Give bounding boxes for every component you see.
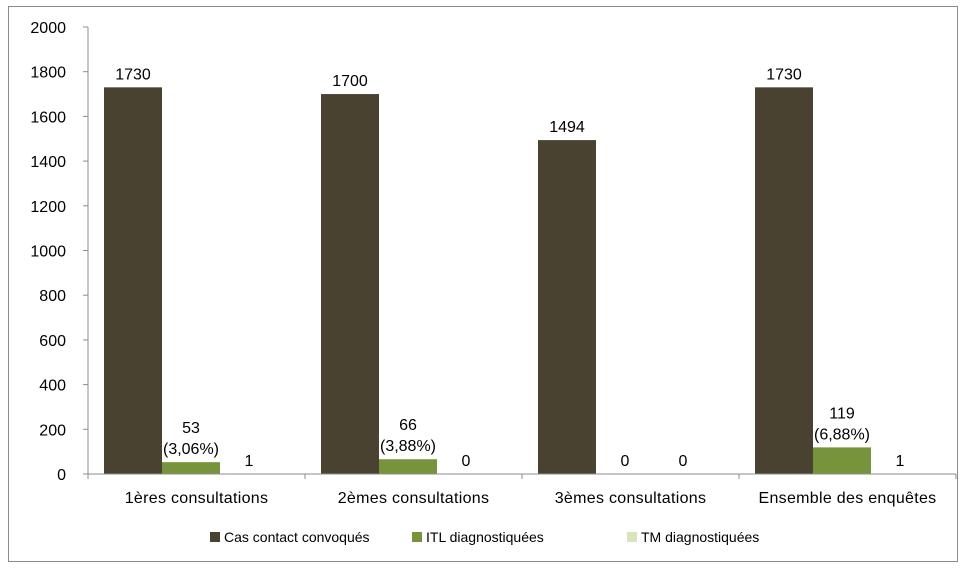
y-tick-label: 600 (39, 333, 66, 350)
y-tick-label: 0 (57, 467, 66, 484)
data-label: 1 (896, 453, 905, 470)
bar-2 (162, 462, 220, 474)
bar-1 (538, 140, 596, 474)
bar-2 (379, 459, 437, 474)
data-label: (3,88%) (380, 438, 436, 455)
x-category-label: Ensemble des enquêtes (759, 490, 937, 507)
data-label: 1700 (332, 73, 368, 90)
data-label: 1730 (115, 66, 151, 83)
legend: Cas contact convoqués ITL diagnostiquées T… (210, 529, 759, 545)
y-tick-label: 400 (39, 378, 66, 395)
x-axis: 1ères consultations 2èmes consultations 3è… (87, 473, 957, 507)
data-label: (6,88%) (814, 426, 870, 443)
data-label: 1 (245, 453, 254, 470)
y-tick-label: 200 (39, 422, 66, 439)
data-label: 119 (829, 405, 855, 422)
legend-label: Cas contact convoqués (224, 529, 370, 545)
y-tick-label: 1600 (30, 109, 66, 126)
bar-2 (813, 447, 871, 474)
y-tick-label: 1000 (30, 244, 66, 261)
x-category-label: 3èmes consultations (555, 490, 707, 507)
bar-1 (755, 87, 813, 474)
data-label: (3,06%) (163, 441, 219, 458)
data-label: 1730 (766, 66, 802, 83)
x-category-label: 2èmes consultations (338, 490, 490, 507)
bar-1 (321, 94, 379, 475)
legend-label: ITL diagnostiquées (426, 529, 544, 545)
bar-1 (104, 87, 162, 474)
legend-swatch (412, 532, 422, 542)
y-tick-label: 800 (39, 288, 66, 305)
y-tick-label: 1200 (30, 199, 66, 216)
legend-swatch (210, 532, 220, 542)
data-label: 0 (621, 453, 630, 470)
y-tick-label: 1400 (30, 154, 66, 171)
data-label: 0 (679, 453, 688, 470)
data-label: 1494 (549, 119, 585, 136)
data-label: 53 (182, 420, 200, 437)
legend-label: TM diagnostiquées (641, 529, 759, 545)
y-axis: 0 200 400 600 800 1000 1200 1400 1600 1800 2000 (30, 20, 89, 484)
bars (104, 87, 929, 475)
legend-swatch (627, 532, 637, 542)
y-tick-label: 1800 (30, 65, 66, 82)
x-category-label: 1ères consultations (125, 490, 269, 507)
data-label: 0 (462, 453, 471, 470)
y-tick-label: 2000 (30, 20, 66, 37)
data-label: 66 (399, 417, 417, 434)
